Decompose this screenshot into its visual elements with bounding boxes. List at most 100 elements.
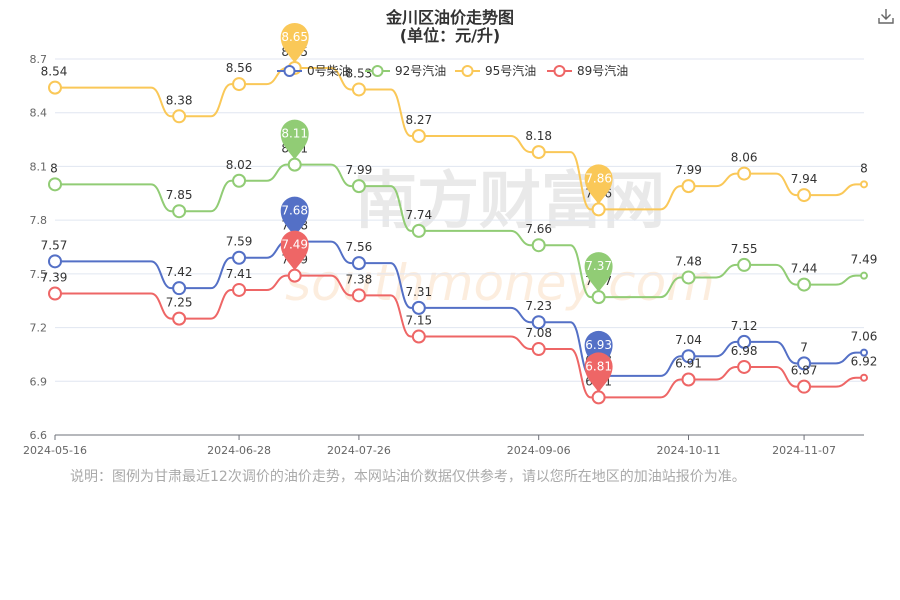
data-label: 7.42: [166, 265, 193, 279]
data-label: 7.59: [226, 235, 253, 249]
x-tick-label: 2024-09-06: [507, 444, 571, 457]
data-point: [860, 348, 868, 357]
data-point: [681, 349, 696, 364]
data-point: [797, 277, 812, 292]
data-label: 7.94: [791, 172, 818, 186]
data-label: 8.38: [166, 93, 193, 107]
pin-shape: [280, 196, 309, 237]
data-point: [411, 329, 426, 344]
data-label: 7.55: [731, 242, 758, 256]
data-label: 7.04: [675, 333, 702, 347]
data-label: 8.56: [226, 61, 253, 75]
data-point: [48, 254, 62, 269]
data-point: [860, 373, 868, 382]
pin-shape: [280, 230, 309, 271]
series-line: [55, 66, 864, 211]
data-point: [172, 204, 187, 219]
y-tick-label: 6.6: [30, 429, 48, 442]
data-point: [411, 300, 426, 315]
data-point: [591, 390, 606, 405]
data-point: [287, 268, 302, 283]
legend-item[interactable]: 92号汽油: [365, 63, 446, 78]
data-label: 8.54: [41, 65, 68, 79]
y-tick-label: 8.7: [30, 53, 48, 66]
data-label: 7.41: [226, 267, 253, 281]
max-pin: 8.65: [280, 22, 309, 63]
series-line: [55, 240, 864, 377]
pin-label: 7.49: [281, 238, 308, 252]
pin-label: 7.86: [585, 171, 612, 185]
y-tick-label: 7.8: [30, 214, 48, 227]
data-point: [737, 359, 752, 374]
x-tick-label: 2024-06-28: [207, 444, 271, 457]
legend-label: 0号柴油: [307, 64, 351, 78]
data-label: 8.53: [346, 66, 373, 80]
data-point: [737, 334, 752, 349]
pin-shape: [280, 119, 309, 160]
pin-shape: [584, 252, 613, 293]
data-point: [411, 128, 426, 143]
data-label: 7.44: [791, 262, 818, 276]
data-point: [351, 179, 366, 194]
data-label: 8.06: [731, 151, 758, 165]
data-point: [287, 157, 302, 172]
data-point: [531, 342, 546, 357]
data-label: 7.48: [675, 254, 702, 268]
pin-shape: [584, 352, 613, 393]
legend-label: 89号汽油: [577, 63, 628, 78]
legend-item[interactable]: 0号柴油: [277, 64, 351, 78]
disclaimer-note: 说明：图例为甘肃最近12次调价的油价走势，本网站油价数据仅供参考，请以您所在地区…: [70, 469, 746, 485]
legend-item[interactable]: 95号汽油: [455, 63, 536, 78]
legend-label: 95号汽油: [485, 63, 536, 78]
max-pin: 8.11: [280, 119, 309, 160]
min-pin: 7.86: [584, 164, 613, 205]
pin-label: 7.37: [585, 259, 612, 273]
data-point: [797, 379, 812, 394]
data-label: 7.57: [41, 238, 68, 252]
data-label: 6.87: [791, 364, 818, 378]
data-label: 8.02: [226, 158, 253, 172]
watermark-cn: 南方财富网: [355, 164, 665, 237]
data-point: [531, 145, 546, 160]
min-pin: 7.37: [584, 252, 613, 293]
data-label: 7.38: [346, 272, 373, 286]
data-point: [411, 223, 426, 238]
data-label: 7.31: [405, 285, 432, 299]
data-point: [681, 179, 696, 194]
data-label: 7.25: [166, 296, 193, 310]
data-point: [351, 256, 366, 271]
pin-label: 8.11: [281, 127, 308, 141]
y-tick-label: 6.9: [30, 375, 48, 388]
legend: 0号柴油 92号汽油 95号汽油 89号汽油: [277, 63, 628, 78]
chart-subtitle: (单位：元/升): [399, 26, 501, 45]
x-tick-label: 2024-05-16: [23, 444, 87, 457]
data-point: [681, 372, 696, 387]
data-label: 8: [860, 161, 868, 175]
series-line: [55, 274, 864, 399]
download-icon[interactable]: [876, 6, 896, 26]
data-point: [681, 270, 696, 285]
data-label: 7.08: [525, 326, 552, 340]
data-point: [531, 238, 546, 253]
data-point: [591, 290, 606, 305]
x-tick-label: 2024-10-11: [657, 444, 721, 457]
legend-item[interactable]: 89号汽油: [547, 63, 628, 78]
data-label: 8.18: [525, 129, 552, 143]
data-point: [232, 173, 247, 188]
data-point: [48, 177, 62, 192]
data-point: [172, 311, 187, 326]
data-label: 7.23: [525, 299, 552, 313]
data-label: 6.91: [675, 356, 702, 370]
pin-label: 6.81: [585, 359, 612, 373]
data-label: 7.85: [166, 188, 193, 202]
data-label: 7.15: [405, 314, 432, 328]
chart-title: 金川区油价走势图: [385, 8, 514, 27]
data-point: [737, 257, 752, 272]
data-point: [172, 281, 187, 296]
series-line: [55, 163, 864, 299]
data-label: 7.74: [405, 208, 432, 222]
x-tick-label: 2024-11-07: [772, 444, 836, 457]
data-point: [232, 77, 247, 92]
data-point: [172, 109, 187, 124]
